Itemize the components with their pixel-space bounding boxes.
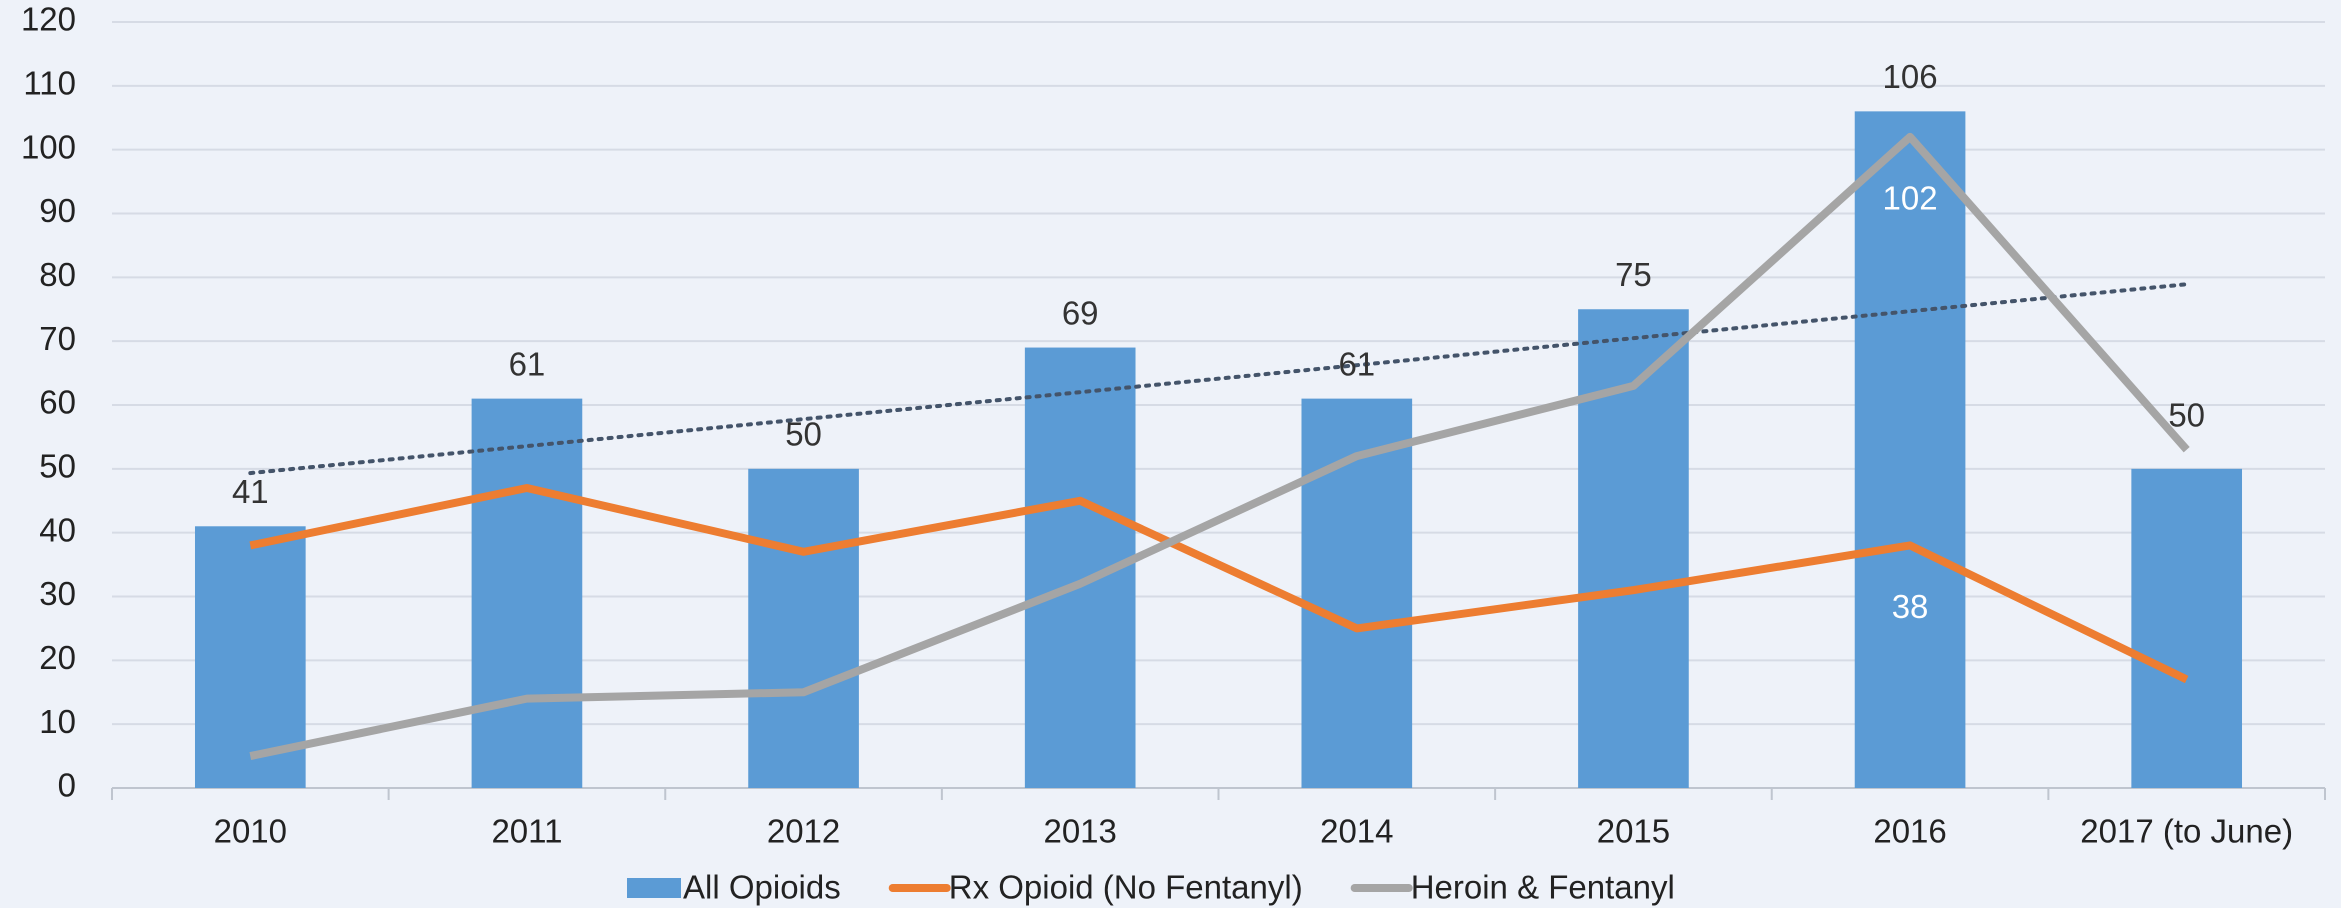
y-tick-label: 10 bbox=[39, 703, 76, 740]
data-label: 38 bbox=[1892, 588, 1929, 625]
legend-label: All Opioids bbox=[683, 869, 841, 906]
y-tick-label: 40 bbox=[39, 511, 76, 548]
y-tick-label: 70 bbox=[39, 320, 76, 357]
data-label: 50 bbox=[785, 416, 822, 453]
trendline bbox=[248, 282, 2189, 476]
x-tick-label: 2015 bbox=[1597, 813, 1670, 850]
legend-label: Rx Opioid (No Fentanyl) bbox=[949, 869, 1303, 906]
data-label: 106 bbox=[1883, 58, 1938, 95]
bar bbox=[1854, 111, 1966, 788]
bar bbox=[1301, 398, 1413, 788]
x-tick-label: 2011 bbox=[491, 813, 562, 850]
x-tick-label: 2010 bbox=[214, 813, 287, 850]
x-tick-label: 2013 bbox=[1043, 813, 1116, 850]
line bbox=[249, 483, 2189, 684]
bar bbox=[2131, 468, 2243, 788]
data-label: 61 bbox=[509, 345, 546, 382]
y-tick-label: 100 bbox=[21, 128, 76, 165]
data-label: 102 bbox=[1883, 180, 1938, 217]
y-tick-label: 60 bbox=[39, 384, 76, 421]
bar bbox=[471, 398, 583, 788]
x-tick-label: 2017 (to June) bbox=[2080, 813, 2293, 850]
x-tick-label: 2012 bbox=[767, 813, 840, 850]
x-tick-label: 2014 bbox=[1320, 813, 1393, 850]
y-tick-label: 0 bbox=[58, 767, 76, 804]
y-tick-label: 120 bbox=[21, 1, 76, 38]
y-tick-label: 110 bbox=[23, 65, 76, 102]
data-label: 69 bbox=[1062, 294, 1099, 331]
y-tick-label: 30 bbox=[39, 575, 76, 612]
legend-label: Heroin & Fentanyl bbox=[1411, 869, 1675, 906]
y-tick-label: 80 bbox=[39, 256, 76, 293]
line bbox=[249, 132, 2190, 760]
data-label: 61 bbox=[1338, 345, 1375, 382]
y-tick-label: 20 bbox=[39, 639, 76, 676]
data-label: 41 bbox=[232, 473, 269, 510]
data-label: 75 bbox=[1615, 256, 1652, 293]
data-label: 50 bbox=[2168, 396, 2205, 433]
y-tick-label: 90 bbox=[39, 192, 76, 229]
x-tick-label: 2016 bbox=[1873, 813, 1946, 850]
legend-swatch bbox=[627, 878, 681, 898]
y-tick-label: 50 bbox=[39, 448, 76, 485]
bar bbox=[748, 468, 859, 788]
